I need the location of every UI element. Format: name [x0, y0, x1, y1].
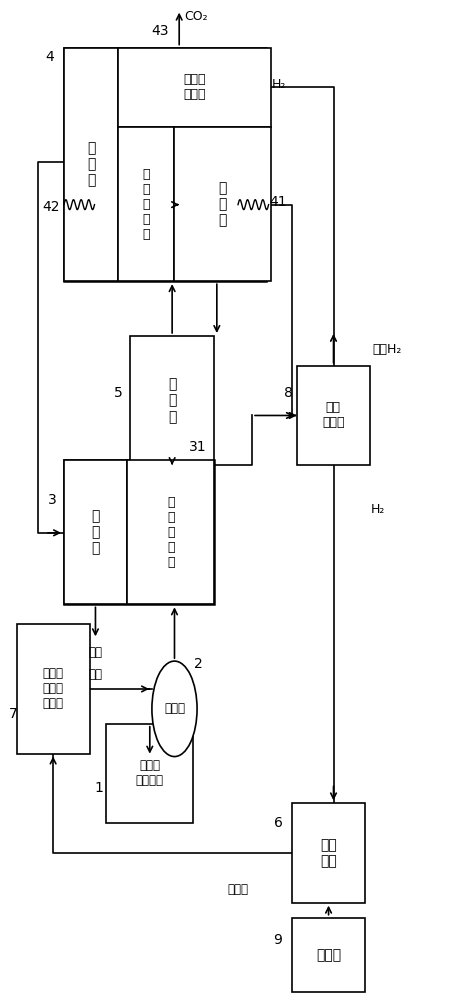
FancyBboxPatch shape: [64, 460, 215, 604]
FancyBboxPatch shape: [118, 127, 175, 281]
Text: 7: 7: [9, 707, 18, 721]
Text: 供电: 供电: [88, 646, 102, 659]
FancyBboxPatch shape: [292, 803, 365, 903]
Text: 5: 5: [114, 386, 122, 400]
FancyBboxPatch shape: [17, 624, 90, 754]
Text: 43: 43: [152, 24, 169, 38]
Text: 9: 9: [274, 933, 282, 947]
Text: 液
冷
散
热
器: 液 冷 散 热 器: [167, 496, 175, 569]
Text: 重
整
器: 重 整 器: [87, 141, 95, 188]
Text: 4: 4: [45, 50, 54, 64]
FancyBboxPatch shape: [64, 48, 118, 281]
Text: 6: 6: [274, 816, 282, 830]
Text: 1: 1: [95, 781, 104, 795]
Text: 贮氢瓶: 贮氢瓶: [316, 948, 341, 962]
Text: 8: 8: [284, 386, 293, 400]
Text: 输出H₂: 输出H₂: [372, 343, 401, 356]
FancyBboxPatch shape: [292, 918, 365, 992]
Text: 重
整
室: 重 整 室: [218, 181, 227, 227]
Text: 31: 31: [189, 440, 207, 454]
FancyBboxPatch shape: [175, 127, 271, 281]
Text: CO₂: CO₂: [184, 10, 208, 23]
Text: 42: 42: [42, 200, 60, 214]
Text: H₂: H₂: [371, 503, 386, 516]
Text: 输出电: 输出电: [228, 883, 248, 896]
Text: 2: 2: [194, 657, 202, 671]
Text: 3: 3: [48, 493, 57, 507]
Text: 交直流
电力转
换装置: 交直流 电力转 换装置: [43, 667, 64, 710]
Text: 供电: 供电: [88, 668, 102, 681]
Text: 换
热
器: 换 热 器: [168, 377, 176, 424]
Text: 氢气纯
化装置: 氢气纯 化装置: [183, 73, 206, 101]
Circle shape: [152, 661, 197, 757]
Text: 41: 41: [269, 195, 287, 209]
FancyBboxPatch shape: [106, 724, 193, 823]
FancyBboxPatch shape: [64, 460, 128, 604]
FancyBboxPatch shape: [297, 366, 370, 465]
Text: H₂: H₂: [272, 78, 286, 91]
FancyBboxPatch shape: [64, 48, 266, 281]
FancyBboxPatch shape: [128, 460, 215, 604]
Text: 电
磁
加
热
器: 电 磁 加 热 器: [142, 168, 150, 241]
Text: 输送泵: 输送泵: [164, 702, 185, 715]
Text: 气体
分流器: 气体 分流器: [322, 401, 345, 429]
Text: 变
频
器: 变 频 器: [91, 509, 100, 556]
FancyBboxPatch shape: [130, 336, 215, 465]
Text: 燃料
电池: 燃料 电池: [320, 838, 337, 868]
Text: 甲醇水
储存容器: 甲醇水 储存容器: [136, 759, 164, 787]
FancyBboxPatch shape: [118, 48, 271, 127]
